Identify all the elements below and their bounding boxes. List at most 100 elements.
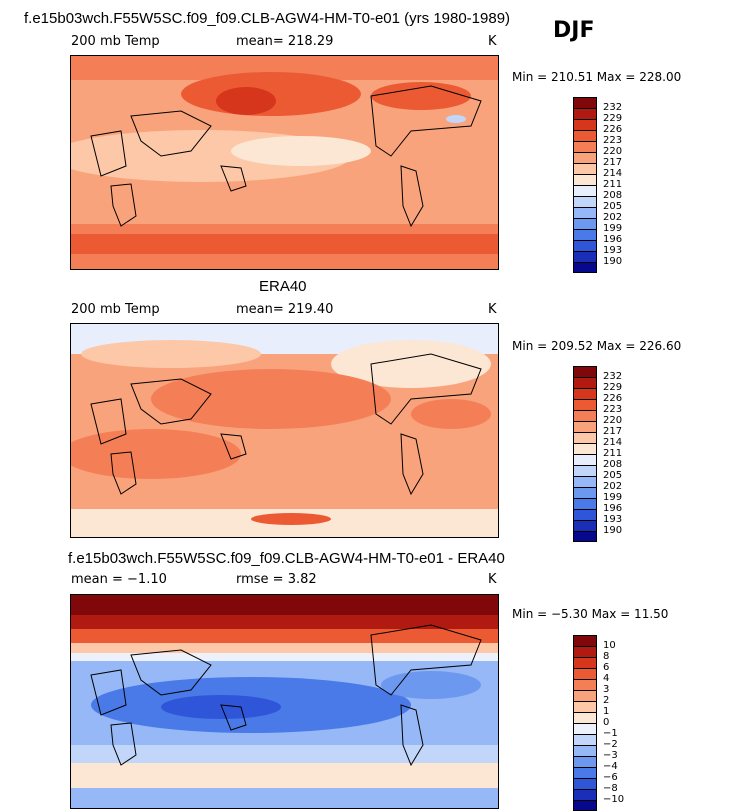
legend-level-label: 226 [603,124,623,135]
panel3-mean-label: mean = −1.10 [71,572,167,587]
legend-level-label: 193 [603,514,623,525]
legend-level-label: 217 [603,157,623,168]
panel1-south-core [71,234,498,254]
panel1-cold-spot [446,115,466,123]
panel3-legend: 10 8 6 4 3 2 1 0 −1 −2 −3 −4 −6 −8 −10 [573,635,624,811]
legend-level-label: 211 [603,179,623,190]
legend-swatch [573,196,597,207]
season-label: DJF [553,18,595,43]
panel2-map [70,323,499,538]
legend-swatch [573,767,597,778]
panel2-map-svg [71,324,498,537]
legend-swatch [573,218,597,229]
legend-swatch [573,185,597,196]
legend-swatch [573,251,597,262]
panel3-south-cold [71,788,498,808]
panel3-map [70,594,499,809]
panel3-north-hot2 [71,615,498,629]
panel3-title: f.e15b03wch.F55W5SC.f09_f09.CLB-AGW4-HM-… [68,550,505,567]
legend-level-label: 232 [603,371,623,382]
legend-swatch [573,174,597,185]
panel1-north-core [216,87,276,115]
legend-swatch [573,701,597,712]
legend-swatch [573,240,597,251]
panel2-sub-warm [71,429,241,479]
legend-swatch [573,130,597,141]
panel1-title: f.e15b03wch.F55W5SC.f09_f09.CLB-AGW4-HM-… [24,10,511,27]
legend-level-label: −10 [603,794,625,805]
legend-level-label: 196 [603,503,623,514]
legend-level-label: 190 [603,256,623,267]
legend-level-label: 0 [603,717,610,728]
legend-swatch [573,531,597,542]
panel2-title: ERA40 [259,278,307,295]
legend-swatch [573,690,597,701]
panel2-variable-label: 200 mb Temp [71,302,160,317]
panel2-north-mid2 [331,340,491,388]
legend-level-label: 211 [603,448,623,459]
legend-swatch [573,778,597,789]
legend-level-label: 10 [603,640,616,651]
legend-swatch [573,152,597,163]
legend-level-label: −2 [603,739,618,750]
legend-level-label: 202 [603,481,623,492]
legend-swatch [573,454,597,465]
legend-swatch [573,520,597,531]
panel3-legend-labels: 10 8 6 4 3 2 1 0 −1 −2 −3 −4 −6 −8 −10 [597,635,624,811]
panel1-variable-label: 200 mb Temp [71,34,160,49]
legend-swatch [573,399,597,410]
panel3-legend-boxes [573,635,597,811]
legend-swatch [573,668,597,679]
panel3-rmse-label: rmse = 3.82 [236,572,317,587]
panel1-north-warm2 [371,82,471,110]
legend-level-label: 2 [603,695,610,706]
legend-swatch [573,388,597,399]
panel3-coastlines [90,624,482,767]
legend-level-label: 232 [603,102,623,113]
panel2-units-label: K [488,302,497,317]
legend-level-label: −3 [603,750,618,761]
legend-swatch [573,723,597,734]
legend-swatch [573,745,597,756]
legend-swatch [573,163,597,174]
legend-swatch [573,734,597,745]
panel2-legend-boxes [573,366,597,542]
panel1-map [70,55,499,270]
legend-level-label: 3 [603,684,610,695]
legend-swatch [573,476,597,487]
legend-swatch [573,97,597,108]
panel3-south-mild [71,763,498,788]
legend-level-label: 6 [603,662,610,673]
panel3-map-svg [71,595,498,808]
panel1-tropic-core [231,136,371,166]
legend-swatch [573,377,597,388]
panel1-units-label: K [488,34,497,49]
panel3-minmax-label: Min = −5.30 Max = 11.50 [512,607,669,621]
legend-swatch [573,207,597,218]
legend-level-label: 223 [603,404,623,415]
legend-level-label: 217 [603,426,623,437]
legend-level-label: 4 [603,673,610,684]
legend-swatch [573,410,597,421]
panel2-coastlines [90,353,482,496]
legend-level-label: 229 [603,382,623,393]
panel3-tropic-core [161,695,281,719]
legend-level-label: 202 [603,212,623,223]
panel2-north-mid [81,340,261,368]
panel3-zero-band [71,653,498,661]
panel3-north-warm [71,629,498,643]
panel1-mean-label: mean= 218.29 [236,34,334,49]
panel1-coastlines [90,85,482,228]
legend-level-label: 205 [603,201,623,212]
panel2-south-spot [251,513,331,525]
panel1-map-svg [71,56,498,269]
panel2-legend: 232 229 226 223 220 217 214 211 208 205 202 199 196 1… [573,366,622,542]
legend-level-label: 220 [603,146,623,157]
legend-level-label: −6 [603,772,618,783]
legend-swatch [573,509,597,520]
legend-level-label: 214 [603,168,623,179]
legend-swatch [573,465,597,476]
legend-level-label: 196 [603,234,623,245]
legend-level-label: 220 [603,415,623,426]
panel2-minmax-label: Min = 209.52 Max = 226.60 [512,339,682,353]
